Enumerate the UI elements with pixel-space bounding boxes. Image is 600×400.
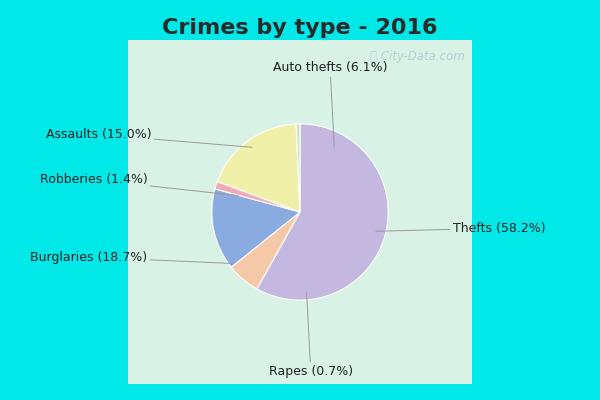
Text: Rapes (0.7%): Rapes (0.7%) (269, 292, 353, 378)
Text: Robberies (1.4%): Robberies (1.4%) (40, 173, 238, 196)
Wedge shape (257, 124, 388, 300)
Wedge shape (215, 182, 300, 212)
Wedge shape (231, 212, 300, 289)
Wedge shape (212, 189, 300, 267)
Wedge shape (296, 124, 300, 212)
Text: ⓘ City-Data.com: ⓘ City-Data.com (370, 50, 465, 63)
Text: Crimes by type - 2016: Crimes by type - 2016 (162, 18, 438, 38)
Text: Assaults (15.0%): Assaults (15.0%) (46, 128, 252, 147)
Text: Auto thefts (6.1%): Auto thefts (6.1%) (273, 61, 388, 147)
Text: Thefts (58.2%): Thefts (58.2%) (376, 222, 545, 235)
Text: Burglaries (18.7%): Burglaries (18.7%) (30, 251, 233, 264)
Wedge shape (217, 124, 300, 212)
